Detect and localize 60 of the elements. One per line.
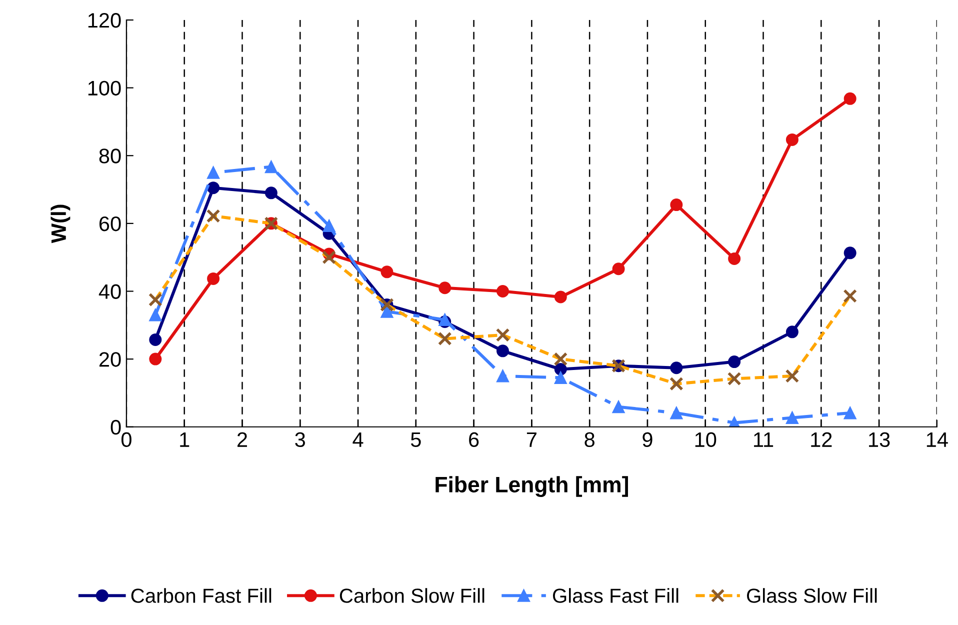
point bbox=[844, 246, 856, 260]
point bbox=[728, 252, 741, 265]
x-tick-label: 4 bbox=[352, 432, 364, 447]
point bbox=[786, 133, 798, 146]
point bbox=[554, 362, 567, 376]
point bbox=[149, 333, 162, 346]
point bbox=[322, 220, 336, 232]
point bbox=[207, 182, 220, 194]
x-tick-label: 13 bbox=[869, 432, 890, 448]
legend-label: Carbon Fast Fill bbox=[131, 588, 272, 603]
point bbox=[438, 313, 452, 326]
y-tick-label: 0 bbox=[110, 420, 121, 435]
x-tick-label: 6 bbox=[469, 432, 479, 448]
y-tick-label: 120 bbox=[88, 13, 121, 28]
x-tick-label: 12 bbox=[811, 432, 832, 447]
y-tick-label: 20 bbox=[99, 352, 121, 367]
y-tick-label: 80 bbox=[99, 148, 121, 164]
point bbox=[844, 406, 856, 420]
x-tick-label: 8 bbox=[584, 432, 594, 448]
point bbox=[612, 400, 625, 414]
x-tick-label: 9 bbox=[642, 432, 652, 448]
point bbox=[670, 362, 683, 374]
x-tick-label: 10 bbox=[695, 432, 716, 448]
x-tick-label: 7 bbox=[526, 432, 536, 447]
point bbox=[496, 344, 509, 358]
point bbox=[207, 166, 220, 179]
point bbox=[438, 282, 452, 294]
point bbox=[612, 262, 625, 276]
point bbox=[264, 160, 278, 174]
point bbox=[496, 370, 509, 382]
point bbox=[670, 198, 683, 212]
point bbox=[149, 352, 162, 366]
point bbox=[496, 285, 509, 298]
point bbox=[264, 186, 278, 200]
legend-label: Glass Slow Fill bbox=[747, 588, 877, 603]
legend-label: Glass Fast Fill bbox=[552, 588, 678, 603]
y-axis-title: W(l) bbox=[50, 204, 70, 244]
x-tick-label: 2 bbox=[237, 432, 247, 447]
y-tick-label: 60 bbox=[99, 216, 121, 232]
point bbox=[554, 290, 567, 304]
point bbox=[786, 411, 798, 424]
x-tick-label: 1 bbox=[180, 432, 190, 447]
point bbox=[670, 406, 683, 420]
x-tick-label: 0 bbox=[121, 432, 132, 448]
y-tick-label: 40 bbox=[98, 284, 121, 300]
point bbox=[149, 308, 162, 322]
legend-label: Carbon Slow Fill bbox=[340, 588, 484, 603]
point bbox=[554, 371, 567, 384]
point bbox=[380, 305, 394, 318]
x-tick-label: 3 bbox=[295, 432, 306, 448]
point bbox=[728, 356, 741, 368]
x-tick-label: 5 bbox=[410, 432, 421, 448]
point bbox=[207, 272, 220, 285]
y-tick-label: 100 bbox=[88, 80, 121, 96]
point bbox=[380, 266, 394, 278]
x-tick-label: 14 bbox=[926, 432, 948, 447]
x-tick-label: 11 bbox=[754, 432, 774, 447]
point bbox=[786, 326, 798, 338]
x-axis-title: Fiber Length [mm] bbox=[436, 476, 628, 497]
point bbox=[844, 92, 856, 105]
